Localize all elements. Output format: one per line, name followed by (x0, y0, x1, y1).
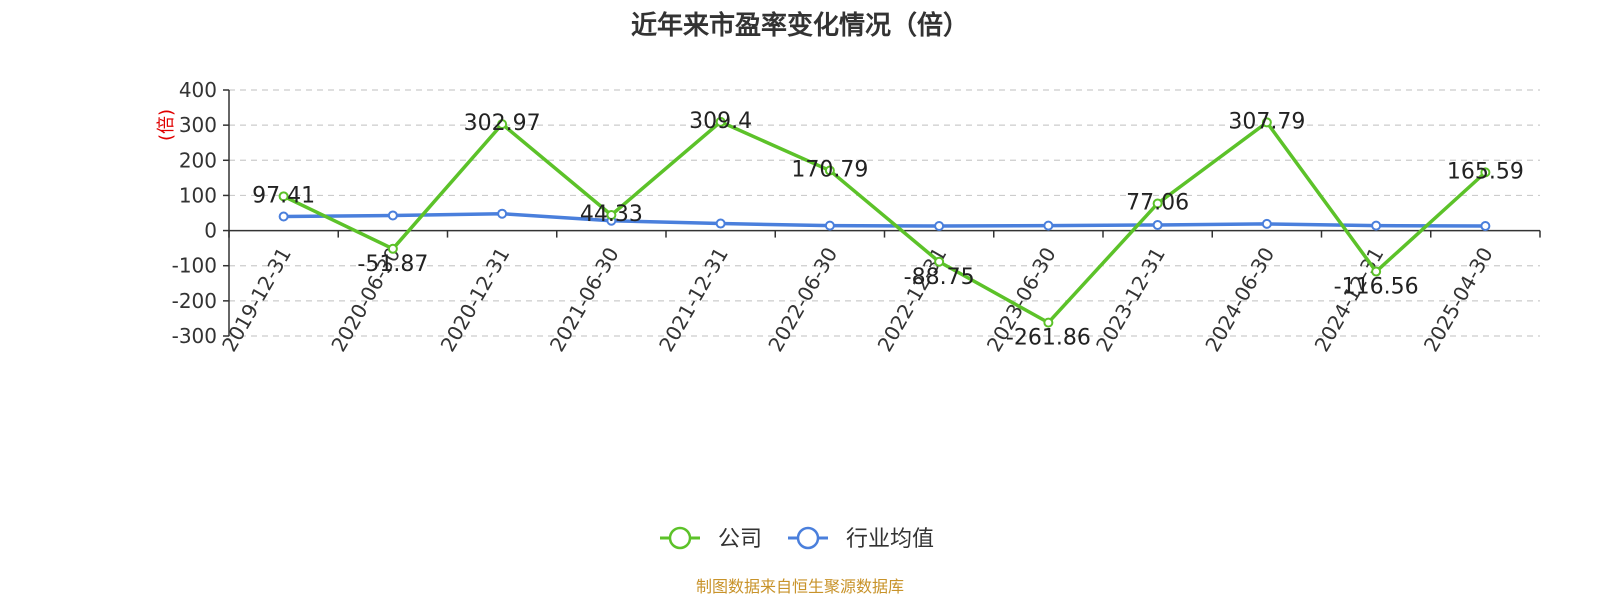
data-point-industry-avg (1261, 218, 1272, 229)
y-tick-label: -200 (172, 289, 217, 313)
x-tick-label: 2024-06-30 (1200, 243, 1279, 356)
legend-label-company: 公司 (718, 527, 762, 552)
data-point-company (606, 209, 617, 220)
series-line-company (282, 120, 1487, 325)
axes (228, 90, 1541, 336)
x-tick-label: 2022-06-30 (763, 243, 842, 356)
data-point-industry-avg (497, 208, 508, 219)
legend-item-company[interactable]: 公司 (660, 526, 762, 552)
y-tick-label: 400 (179, 78, 217, 102)
y-tick-label: 0 (204, 219, 217, 243)
y-tick-label: 300 (179, 113, 217, 137)
data-point-industry-avg (824, 220, 835, 231)
legend-marker-industry-avg (796, 526, 820, 550)
data-point-company (934, 256, 945, 267)
data-label-company: 307.79 (1228, 109, 1305, 134)
legend-label-industry-avg: 行业均值 (846, 527, 934, 552)
source-note: 制图数据来自恒生聚源数据库 (696, 577, 904, 596)
x-tick-label: 2021-12-31 (654, 243, 733, 356)
data-labels: 97.41 -51.87 302.97 44.33 309.4 170.79 -88.75 -… (252, 109, 1524, 351)
data-point-company (1152, 198, 1163, 209)
data-point-industry-avg (1152, 219, 1163, 230)
y-tick-label: 200 (179, 148, 217, 172)
x-tick-label: 2020-12-31 (436, 243, 515, 356)
y-tick-labels: 400 300 200 100 0 -100 -200 -300 (172, 78, 217, 348)
data-label-company: 309.4 (689, 109, 752, 134)
data-point-company (1371, 266, 1382, 277)
y-axis-label: (倍) (156, 109, 177, 141)
data-point-company (497, 119, 508, 130)
data-point-company (824, 165, 835, 176)
data-point-company (715, 116, 726, 127)
x-tick-label: 2025-04-30 (1419, 243, 1498, 356)
series-line-industry-avg (283, 211, 1486, 228)
data-point-industry-avg (387, 210, 398, 221)
x-tick-label: 2023-12-31 (1091, 243, 1170, 356)
data-label-company: -261.86 (1006, 326, 1091, 351)
series-lines (282, 120, 1487, 325)
series-points (278, 116, 1491, 328)
data-label-company: -51.87 (357, 252, 428, 277)
data-point-industry-avg (1043, 220, 1054, 231)
data-point-industry-avg (278, 211, 289, 222)
data-point-company (1480, 167, 1491, 178)
data-point-industry-avg (1480, 221, 1491, 232)
data-label-company: 165.59 (1447, 159, 1524, 184)
data-point-company (387, 243, 398, 254)
legend-marker-company (668, 526, 692, 550)
data-label-company: -88.75 (904, 265, 975, 290)
data-point-industry-avg (934, 221, 945, 232)
data-point-industry-avg (1371, 220, 1382, 231)
chart-title: 近年来市盈率变化情况（倍） (631, 10, 969, 41)
legend-item-industry-avg[interactable]: 行业均值 (788, 526, 934, 552)
data-point-industry-avg (715, 218, 726, 229)
data-label-company: 77.06 (1126, 190, 1189, 215)
data-label-company: 44.33 (580, 202, 643, 227)
y-tick-label: 100 (179, 183, 217, 207)
data-point-company (1043, 317, 1054, 328)
legend: 公司 行业均值 (660, 526, 934, 552)
data-label-company: -116.56 (1334, 275, 1419, 300)
data-point-company (1261, 117, 1272, 128)
data-label-company: 170.79 (791, 158, 868, 183)
data-label-company: 302.97 (464, 111, 541, 136)
data-label-company: 97.41 (252, 183, 315, 208)
y-tick-label: -300 (172, 324, 217, 348)
data-point-company (278, 191, 289, 202)
x-tick-label: 2021-06-30 (545, 243, 624, 356)
y-tick-label: -100 (172, 254, 217, 278)
